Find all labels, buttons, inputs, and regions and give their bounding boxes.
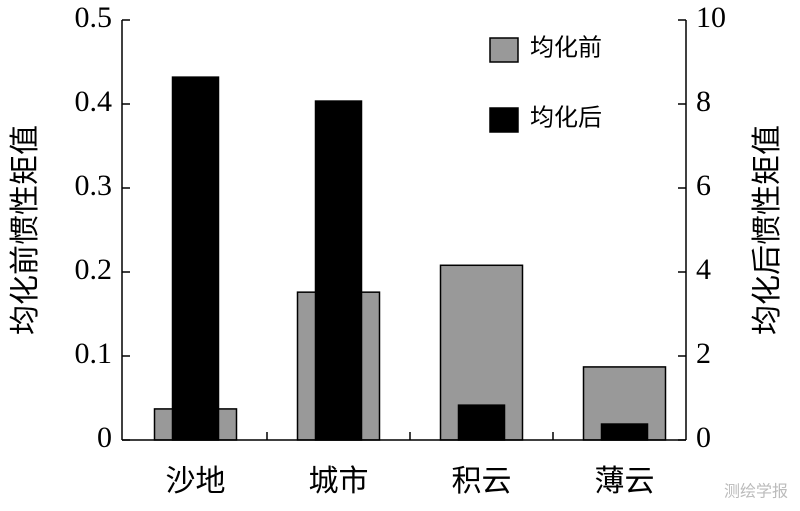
y2-tick-label: 0	[696, 421, 711, 454]
y2-tick-label: 4	[696, 253, 711, 286]
y-tick-label: 0.5	[75, 1, 113, 34]
legend-swatch	[489, 107, 519, 133]
y-tick-label: 0.2	[75, 253, 113, 286]
y2-tick-label: 8	[696, 85, 711, 118]
bar	[171, 76, 220, 441]
y-tick-label: 0.3	[75, 169, 113, 202]
x-tick-label: 积云	[452, 465, 512, 498]
x-tick-label: 沙地	[166, 465, 226, 498]
y2-tick-label: 6	[696, 169, 711, 202]
legend-label: 均化后	[530, 105, 602, 132]
y-tick-label: 0.1	[75, 337, 113, 370]
bar	[457, 404, 506, 441]
watermark: 测绘学报	[724, 482, 788, 501]
y-tick-label: 0	[97, 421, 112, 454]
bar	[600, 423, 649, 441]
y2-tick-label: 2	[696, 337, 711, 370]
bar	[314, 100, 363, 441]
y2-axis-label: 均化后惯性矩值	[751, 125, 784, 335]
legend-swatch	[489, 37, 519, 63]
x-tick-label: 城市	[309, 465, 369, 498]
y-axis-label: 均化前惯性矩值	[9, 125, 42, 335]
x-tick-label: 薄云	[595, 465, 655, 498]
legend-label: 均化前	[530, 35, 602, 62]
y2-tick-label: 10	[696, 1, 726, 34]
y-tick-label: 0.4	[75, 85, 113, 118]
